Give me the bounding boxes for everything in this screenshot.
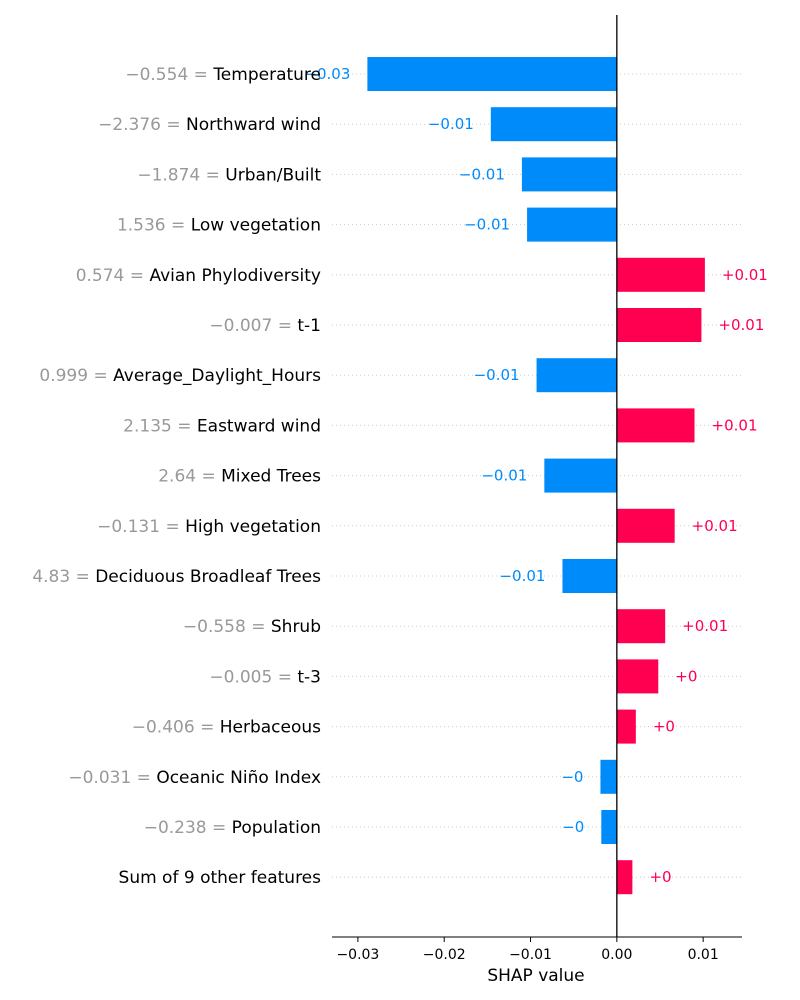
feature-value: −0.554 =	[125, 65, 213, 85]
feature-value: −0.005 =	[209, 667, 297, 687]
bar-value-label: −0.01	[459, 165, 505, 183]
bar-16	[601, 810, 617, 844]
feature-label: −0.238 = Population	[144, 818, 321, 838]
feature-label: −0.007 = t-1	[209, 316, 321, 336]
bar-value-label: −0.01	[474, 366, 520, 384]
feature-label: 2.135 = Eastward wind	[123, 416, 321, 436]
bar-value-label: +0.01	[712, 416, 758, 434]
feature-name: Shrub	[271, 617, 321, 637]
feature-name: Urban/Built	[225, 165, 321, 185]
feature-value: 4.83 =	[32, 567, 95, 587]
bar-9	[544, 458, 617, 493]
bar-10	[616, 508, 675, 543]
bar-value-label: +0.01	[692, 517, 738, 535]
bar-17	[616, 860, 633, 895]
bar-value-label: −0	[561, 768, 583, 786]
feature-label: −1.874 = Urban/Built	[137, 165, 321, 185]
bar-value-label: −0.03	[304, 65, 350, 83]
feature-label: −0.131 = High vegetation	[97, 517, 321, 537]
feature-value: 1.536 =	[117, 216, 191, 236]
feature-value: 2.135 =	[123, 416, 197, 436]
feature-value: −0.031 =	[68, 768, 156, 788]
feature-value: −0.238 =	[144, 818, 232, 838]
feature-label: 1.536 = Low vegetation	[117, 216, 321, 236]
feature-name: Eastward wind	[197, 416, 321, 436]
feature-label: Sum of 9 other features	[119, 868, 322, 888]
feature-name: Deciduous Broadleaf Trees	[95, 567, 321, 587]
x-axis: −0.03 −0.02 −0.01 0.00 0.01	[332, 936, 742, 963]
bar-13	[616, 659, 659, 694]
feature-value: −2.376 =	[98, 115, 186, 135]
feature-label: −0.558 = Shrub	[183, 617, 321, 637]
feature-name: Northward wind	[186, 115, 321, 135]
bars: −0.03 −0.01 −0.01 −0.01 +0.01 +0.01 −0.01 +0.01…	[304, 57, 768, 895]
feature-name: Herbaceous	[220, 718, 321, 738]
feature-value: 2.64 =	[158, 467, 221, 487]
feature-name: Temperature	[212, 65, 321, 85]
feature-name: Average_Daylight_Hours	[113, 366, 321, 386]
feature-label: 0.574 = Avian Phylodiversity	[76, 266, 321, 286]
bar-6	[616, 308, 702, 342]
bar-5	[616, 257, 705, 292]
feature-label: −0.005 = t-3	[209, 667, 321, 687]
bar-4	[527, 207, 617, 242]
bar-value-label: −0.01	[464, 216, 510, 234]
bar-value-label: +0	[675, 667, 697, 685]
bar-value-label: −0.01	[481, 467, 527, 485]
bar-value-label: −0.01	[428, 115, 474, 133]
bar-15	[600, 759, 617, 794]
x-tick-label: 0.00	[601, 947, 632, 963]
feature-labels: −0.554 = Temperature −2.376 = Northward w…	[32, 65, 321, 888]
feature-name: Sum of 9 other features	[119, 868, 322, 888]
feature-label: −0.554 = Temperature	[125, 65, 321, 85]
bar-1	[367, 57, 617, 91]
feature-label: −2.376 = Northward wind	[98, 115, 321, 135]
feature-name: Mixed Trees	[221, 467, 321, 487]
feature-label: 2.64 = Mixed Trees	[158, 467, 321, 487]
bar-value-label: +0.01	[718, 316, 764, 334]
feature-name: Low vegetation	[191, 216, 321, 236]
feature-name: Oceanic Niño Index	[156, 768, 321, 788]
feature-value: −0.558 =	[183, 617, 271, 637]
feature-value: −0.406 =	[132, 718, 220, 738]
bar-3	[521, 157, 617, 192]
bar-7	[536, 358, 617, 393]
bar-14	[616, 709, 636, 744]
feature-value: −0.131 =	[97, 517, 185, 537]
feature-value: 0.999 =	[39, 366, 113, 386]
feature-name: Avian Phylodiversity	[149, 266, 321, 286]
feature-name: High vegetation	[185, 517, 321, 537]
x-tick-label: 0.01	[688, 947, 719, 963]
bar-value-label: +0	[653, 718, 675, 736]
feature-name: t-1	[297, 316, 321, 336]
feature-value: 0.574 =	[76, 266, 150, 286]
bar-11	[562, 559, 617, 593]
feature-label: 4.83 = Deciduous Broadleaf Trees	[32, 567, 321, 587]
feature-value: −1.874 =	[137, 165, 225, 185]
x-tick-label: −0.02	[423, 947, 466, 963]
bar-value-label: +0.01	[682, 617, 728, 635]
feature-value: −0.007 =	[209, 316, 297, 336]
bar-value-label: +0.01	[722, 266, 768, 284]
bar-8	[616, 408, 695, 443]
feature-name: t-3	[297, 667, 321, 687]
feature-label: −0.031 = Oceanic Niño Index	[68, 768, 321, 788]
feature-label: −0.406 = Herbaceous	[132, 718, 321, 738]
bar-value-label: +0	[649, 868, 671, 886]
bar-value-label: −0	[562, 818, 584, 836]
x-tick-label: −0.03	[336, 947, 379, 963]
x-tick-label: −0.01	[509, 947, 552, 963]
bar-value-label: −0.01	[499, 567, 545, 585]
x-axis-title: SHAP value	[487, 966, 584, 986]
bar-12	[616, 609, 666, 644]
feature-label: 0.999 = Average_Daylight_Hours	[39, 366, 321, 386]
grid-lines	[332, 73, 742, 878]
bar-2	[490, 107, 617, 142]
feature-name: Population	[232, 818, 321, 838]
